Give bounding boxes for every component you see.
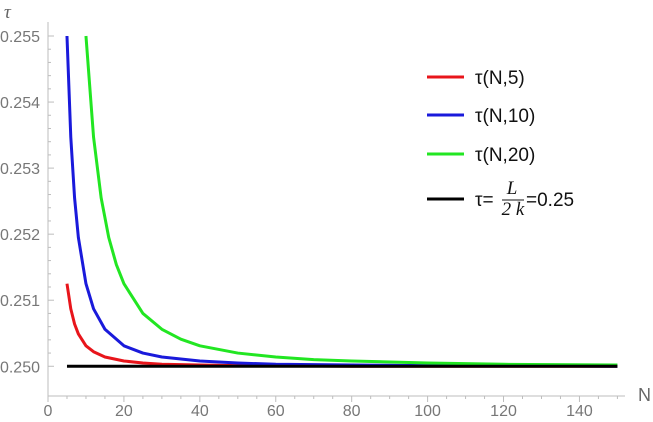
y-tick-label: 0.254: [0, 95, 40, 112]
axes: [47, 22, 625, 397]
legend-label: τ(N,10): [475, 106, 535, 127]
x-axis-ticks: 0 20 40 60 80 100 120 140: [44, 396, 618, 420]
x-axis-label: N: [638, 385, 651, 405]
x-tick-label: 120: [490, 403, 517, 420]
y-tick-label: 0.251: [0, 293, 40, 310]
legend-label-suffix: =0.25: [526, 190, 574, 211]
x-tick-label: 0: [44, 403, 53, 420]
legend-label: τ(N,5): [475, 68, 525, 89]
legend-fraction-numerator: L: [506, 178, 518, 199]
legend: τ(N,5) τ(N,10) τ(N,20) τ= L2 k =0.25: [427, 68, 574, 220]
y-axis-label: τ: [4, 2, 12, 23]
y-tick-label: 0.250: [0, 359, 40, 376]
legend-label: τ(N,20): [475, 145, 535, 166]
x-tick-label: 80: [343, 403, 361, 420]
y-axis-ticks: 0.250 0.251 0.252 0.253 0.254 0.255: [0, 29, 54, 376]
x-tick-label: 40: [191, 403, 209, 420]
legend-label-prefix: τ=: [475, 190, 494, 211]
y-tick-label: 0.253: [0, 161, 40, 178]
legend-fraction-denominator: 2 k: [502, 199, 525, 220]
x-tick-label: 20: [115, 403, 133, 420]
y-tick-label: 0.252: [0, 227, 40, 244]
y-tick-label: 0.255: [0, 29, 40, 46]
series-tau-n-20: [84, 35, 618, 367]
x-tick-label: 140: [566, 403, 593, 420]
x-tick-label: 100: [414, 403, 441, 420]
plot-series: [65, 35, 618, 368]
x-tick-label: 60: [267, 403, 285, 420]
